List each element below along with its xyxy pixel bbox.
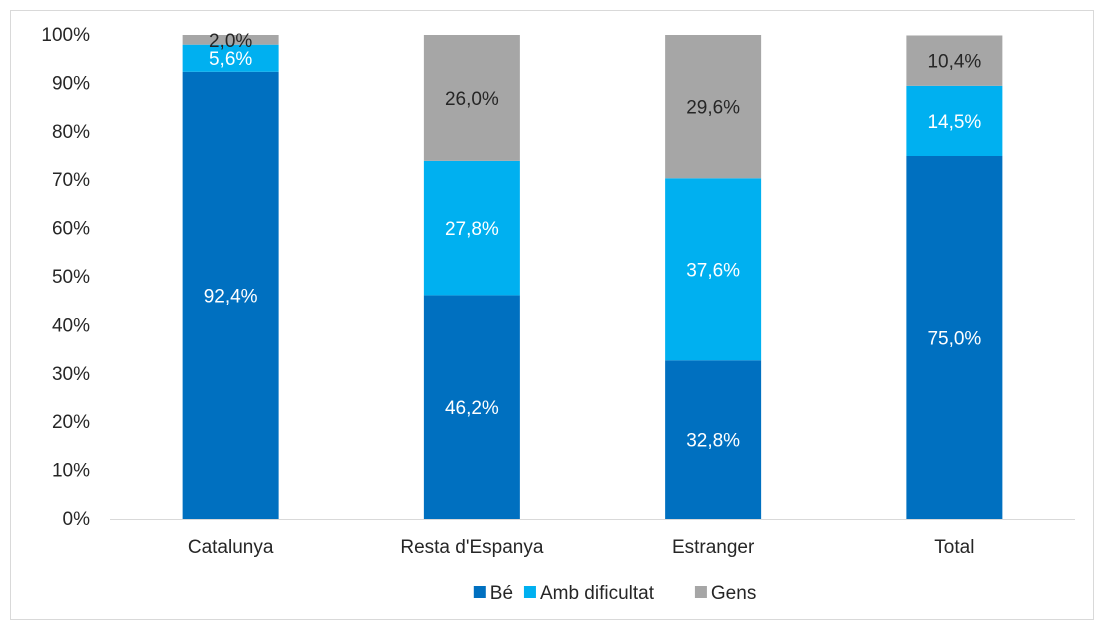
- y-tick-label: 60%: [52, 219, 90, 240]
- bar-segment: [182, 35, 279, 45]
- x-tick-label: Total: [934, 537, 974, 558]
- legend-label: Gens: [711, 583, 756, 604]
- x-tick-label: Estranger: [672, 537, 755, 558]
- data-label: 46,2%: [445, 398, 499, 419]
- y-tick-label: 20%: [52, 412, 90, 433]
- data-label: 32,8%: [686, 431, 740, 452]
- data-label: 5,6%: [209, 49, 252, 70]
- data-label: 92,4%: [204, 286, 258, 307]
- y-tick-label: 70%: [52, 170, 90, 191]
- y-tick-label: 50%: [52, 267, 90, 288]
- bar-segment: [906, 156, 1003, 519]
- data-label: 2,0%: [209, 31, 252, 52]
- bars: 92,4% 5,6%2,0% 46,2% 27,8% 26,0% 32,8% 37,6% 29…: [182, 31, 1003, 519]
- x-tick-label: Catalunya: [188, 537, 274, 558]
- data-label: 27,8%: [445, 219, 499, 240]
- data-label: 10,4%: [927, 52, 981, 73]
- bar-segment: [423, 160, 520, 296]
- bar-segment: [665, 360, 762, 519]
- bar-segment: [906, 85, 1003, 156]
- y-axis: 0% 10% 20% 30% 40% 50% 60% 70% 80% 90% 100%: [41, 25, 90, 530]
- legend-label: Bé: [490, 583, 513, 604]
- y-tick-label: 90%: [52, 73, 90, 94]
- legend-swatch: [694, 586, 707, 598]
- legend: Bé Amb dificultat Gens: [473, 583, 756, 604]
- bar-segment: [182, 71, 279, 519]
- bar-segment: [906, 35, 1003, 86]
- legend-label: Amb dificultat: [540, 583, 655, 604]
- x-axis: Catalunya Resta d'Espanya Estranger Total: [110, 519, 1075, 558]
- legend-swatch: [473, 586, 486, 598]
- bar-segment: [182, 44, 279, 72]
- y-tick-label: 40%: [52, 315, 90, 336]
- bar-segment: [665, 178, 762, 361]
- x-tick-label: Resta d'Espanya: [400, 537, 543, 558]
- y-tick-label: 80%: [52, 122, 90, 143]
- bar-segment: [423, 35, 520, 161]
- data-label: 75,0%: [927, 329, 981, 350]
- data-label: 29,6%: [686, 98, 740, 119]
- legend-swatch: [523, 586, 536, 598]
- y-tick-label: 10%: [52, 461, 90, 482]
- data-label: 14,5%: [927, 112, 981, 133]
- y-tick-label: 100%: [41, 25, 90, 46]
- bar-segment: [423, 295, 520, 519]
- data-label: 37,6%: [686, 260, 740, 281]
- data-label: 26,0%: [445, 89, 499, 110]
- bar-segment: [665, 35, 762, 179]
- y-tick-label: 0%: [63, 509, 91, 530]
- y-tick-label: 30%: [52, 364, 90, 385]
